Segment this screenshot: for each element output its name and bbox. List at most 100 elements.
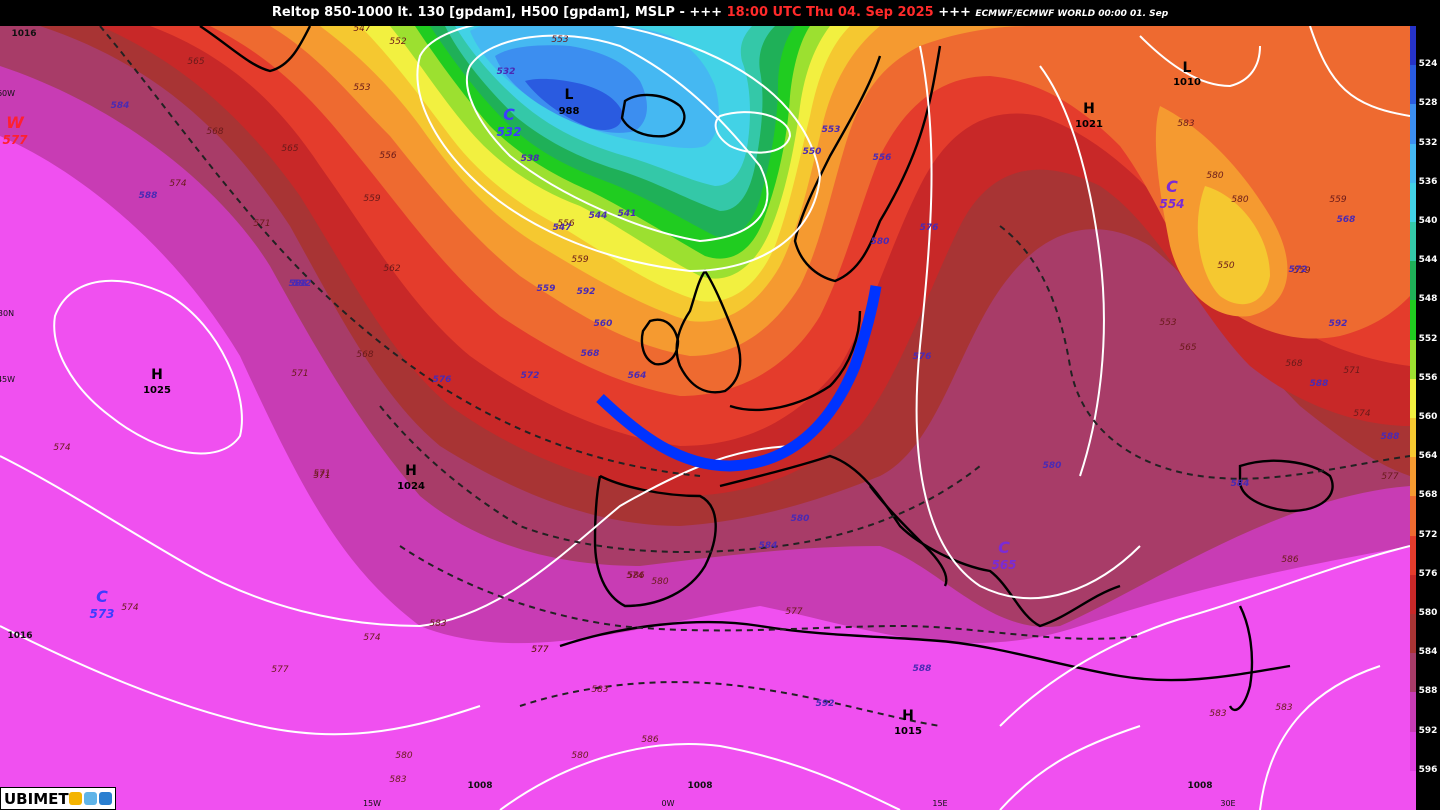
isobar-south — [499, 743, 901, 810]
title-suffix: +++ — [938, 5, 971, 20]
reltop-label: 565 — [1179, 343, 1196, 353]
drop-icon — [99, 792, 112, 805]
isobar-1008-b — [999, 725, 1141, 810]
h500-label: 588 — [1381, 432, 1400, 442]
h500-label: 592 — [577, 287, 596, 297]
legend-label: 568 — [1418, 490, 1438, 501]
sun-icon — [69, 792, 82, 805]
legend-swatch — [1410, 339, 1416, 380]
grid-labels: 15W 0W 15E 30E 60W 30N 45W — [0, 89, 1236, 808]
h500-label: 541 — [618, 209, 637, 219]
mslp-isobars — [0, 26, 1410, 810]
legend-label: 532 — [1418, 137, 1438, 148]
h500-contour-5 — [519, 681, 941, 727]
h500-label: 588 — [139, 191, 158, 201]
legend-swatch — [1410, 770, 1416, 810]
scandinavia-coast — [793, 45, 942, 283]
legend-label: 528 — [1418, 98, 1438, 109]
legend-swatch — [1410, 731, 1416, 772]
reltop-label: 559 — [1293, 266, 1310, 276]
greenland-coast — [199, 26, 312, 73]
h500-contour-2 — [379, 405, 981, 553]
legend-swatch — [1410, 535, 1416, 576]
low-1010: L 1010 — [1173, 60, 1201, 88]
legend-label: 576 — [1418, 568, 1438, 579]
reltop-label: 574 — [626, 571, 643, 581]
h500-label: 564 — [628, 371, 647, 381]
reltop-label: 574 — [169, 179, 186, 189]
mslp-labels: 1016 1016 1008 1008 1008 — [7, 29, 1212, 791]
band-564-east — [1197, 186, 1270, 305]
svg-text:1015: 1015 — [894, 726, 922, 737]
h500-label: 588 — [1310, 379, 1329, 389]
reltop-label: 568 — [1285, 359, 1302, 369]
svg-text:H: H — [405, 463, 417, 479]
cold-center-532: C 532 — [496, 105, 521, 139]
legend-label: 588 — [1418, 686, 1438, 697]
reltop-label: 559 — [571, 255, 588, 265]
reltop-label: 580 — [571, 751, 588, 761]
h500-label: 568 — [1337, 215, 1356, 225]
reltop-label: 583 — [429, 619, 446, 629]
british-isles — [675, 268, 742, 394]
h500-label: 584 — [1231, 479, 1250, 489]
reltop-label: 568 — [356, 350, 373, 360]
reltop-bands — [0, 26, 1410, 644]
svg-text:L: L — [1183, 60, 1192, 76]
h500-label: 556 — [873, 153, 892, 163]
reltop-label: 553 — [1159, 318, 1176, 328]
reltop-label: 565 — [187, 57, 204, 67]
reltop-label: 580 — [395, 751, 412, 761]
title-text: Reltop 850-1000 lt. 130 [gpdam], H500 [g… — [271, 5, 723, 20]
svg-text:532: 532 — [496, 125, 521, 139]
reltop-label: 583 — [1177, 119, 1194, 129]
h500-label: 550 — [803, 147, 822, 157]
h500-label: 580 — [791, 514, 810, 524]
parallel-label: 30N — [0, 309, 14, 318]
svg-text:C: C — [998, 538, 1010, 557]
cold-center-554: C 554 — [1159, 177, 1184, 211]
reltop-label: 577 — [531, 645, 548, 655]
ubimet-logo: UBIMET — [0, 787, 116, 810]
model-run: ECMWF/ECMWF WORLD 00:00 01. Sep — [975, 9, 1169, 19]
reltop-label: 583 — [389, 775, 406, 785]
svg-text:1024: 1024 — [397, 481, 425, 492]
h500-label: 588 — [913, 664, 932, 674]
reltop-label: 556 — [379, 151, 396, 161]
reltop-label: 574 — [1353, 409, 1370, 419]
reltop-label: 580 — [1206, 171, 1223, 181]
africa-coast — [559, 620, 1291, 682]
legend-swatch — [1410, 143, 1416, 184]
h500-label: 580 — [871, 237, 890, 247]
valid-time: 18:00 UTC Thu 04. Sep 2025 — [726, 5, 934, 20]
reltop-label: 586 — [1281, 555, 1298, 565]
high-1024: H 1024 — [397, 463, 425, 492]
legend-label: 544 — [1418, 255, 1438, 266]
legend-swatch — [1410, 104, 1416, 145]
parallel-label: 45W — [0, 375, 15, 384]
italy — [869, 485, 948, 587]
ireland — [640, 318, 680, 366]
svg-text:577: 577 — [2, 133, 28, 147]
reltop-label: 565 — [281, 144, 298, 154]
h500-label: 553 — [822, 125, 841, 135]
isobar-label: 1008 — [467, 781, 492, 791]
map-title: Reltop 850-1000 lt. 130 [gpdam], H500 [g… — [0, 0, 1440, 26]
reltop-label: 571 — [291, 369, 308, 379]
weather-map: L 988 L 1010 H 1021 H 1025 H 1024 — [0, 26, 1410, 810]
reltop-label: 577 — [271, 665, 288, 675]
svg-text:C: C — [96, 587, 108, 606]
meridian-label: 15E — [932, 799, 947, 808]
reltop-label: 547 — [353, 26, 370, 34]
legend-swatch — [1410, 300, 1416, 341]
isobar-europe — [915, 45, 1141, 600]
legend-label: 524 — [1418, 59, 1438, 70]
h500-label: 592 — [816, 699, 835, 709]
reltop-label: 574 — [121, 603, 138, 613]
h500-label: 576 — [920, 223, 939, 233]
h500-contour-4 — [999, 225, 1410, 480]
svg-text:H: H — [151, 367, 163, 383]
high-1021: H 1021 — [1075, 101, 1103, 130]
legend-swatch — [1410, 614, 1416, 654]
